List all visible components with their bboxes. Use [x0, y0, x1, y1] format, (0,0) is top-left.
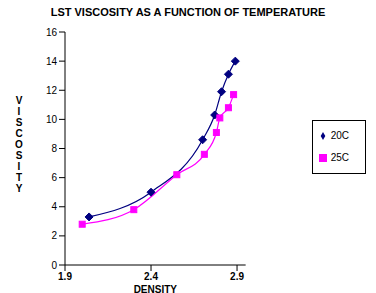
html-text:C: C — [15, 128, 23, 139]
html-text:O: O — [15, 139, 23, 150]
svg-text:DENSITY: DENSITY — [134, 284, 178, 293]
html-text:S: S — [15, 150, 23, 161]
html-text:V: V — [15, 95, 23, 106]
svg-text:12: 12 — [46, 85, 58, 96]
html-text:LST VISCOSITY AS A FUNCTION OF: LST VISCOSITY AS A FUNCTION OF TEMPERATU… — [50, 6, 326, 18]
svg-text:14: 14 — [46, 56, 58, 67]
html-text:S: S — [15, 117, 23, 128]
svg-text:2.9: 2.9 — [230, 271, 244, 282]
svg-text:10: 10 — [46, 114, 58, 125]
svg-text:1.9: 1.9 — [58, 271, 72, 282]
html-text:T: T — [15, 172, 22, 183]
svg-text:8: 8 — [51, 143, 57, 154]
svg-text:6: 6 — [51, 172, 57, 183]
html-text:I: I — [17, 161, 21, 172]
html-text:20C: 20C — [330, 129, 349, 141]
html-text:Y: Y — [15, 183, 23, 194]
svg-text:4: 4 — [51, 201, 57, 212]
html-text:25C: 25C — [330, 151, 349, 163]
svg-text:2.4: 2.4 — [144, 271, 158, 282]
html-text:I: I — [17, 106, 21, 117]
svg-text:16: 16 — [46, 27, 58, 38]
svg-text:2: 2 — [51, 230, 57, 241]
svg-text:0: 0 — [51, 260, 57, 271]
